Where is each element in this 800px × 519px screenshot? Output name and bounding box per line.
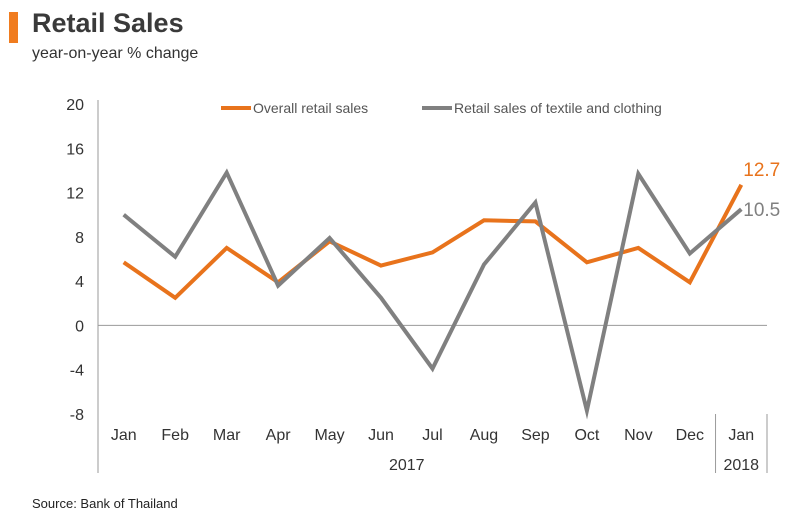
x-tick-label: Feb — [161, 427, 189, 444]
x-tick-label: Dec — [676, 427, 704, 444]
page-title: Retail Sales — [32, 8, 184, 38]
y-tick-label: -4 — [70, 363, 84, 380]
x-tick-label: Jan — [111, 427, 137, 444]
y-tick-label: -8 — [70, 407, 84, 424]
series-layer: 12.7 10.5 — [122, 160, 780, 420]
title-accent-bar — [9, 12, 18, 43]
legend-label: Retail sales of textile and clothing — [454, 100, 662, 116]
series-end-label: 12.7 — [743, 160, 780, 181]
y-tick-label: 8 — [75, 230, 84, 247]
x-group-label: 2017 — [389, 457, 425, 474]
x-tick-label: Apr — [266, 427, 292, 444]
x-tick-label: Mar — [213, 427, 241, 444]
series-end-label: 10.5 — [743, 200, 780, 221]
x-tick-label: Sep — [521, 427, 550, 444]
y-axis: -8 -4 0 4 8 12 16 20 — [66, 97, 767, 424]
page-subtitle: year-on-year % change — [32, 45, 199, 62]
legend-label: Overall retail sales — [253, 100, 368, 116]
x-tick-label: Jul — [422, 427, 442, 444]
y-tick-label: 16 — [66, 141, 84, 158]
x-tick-label: Oct — [574, 427, 599, 444]
y-tick-label: 20 — [66, 97, 84, 114]
x-tick-label: Jan — [728, 427, 754, 444]
x-tick-label: Nov — [624, 427, 652, 444]
x-group-label: 2018 — [723, 457, 759, 474]
series-line — [122, 183, 744, 301]
x-tick-label: Aug — [470, 427, 498, 444]
source-note: Source: Bank of Thailand — [32, 496, 178, 511]
legend: Overall retail sales Retail sales of text… — [221, 100, 662, 116]
y-tick-label: 12 — [66, 186, 84, 203]
x-tick-label: Jun — [368, 427, 394, 444]
series-line — [122, 168, 743, 420]
x-tick-label: May — [314, 427, 344, 444]
y-tick-label: 4 — [75, 274, 84, 291]
x-axis: Jan Feb Mar Apr May Jun Jul Aug Sep Oct Nov Dec Jan 2… — [97, 414, 768, 474]
y-tick-label: 0 — [75, 318, 84, 335]
